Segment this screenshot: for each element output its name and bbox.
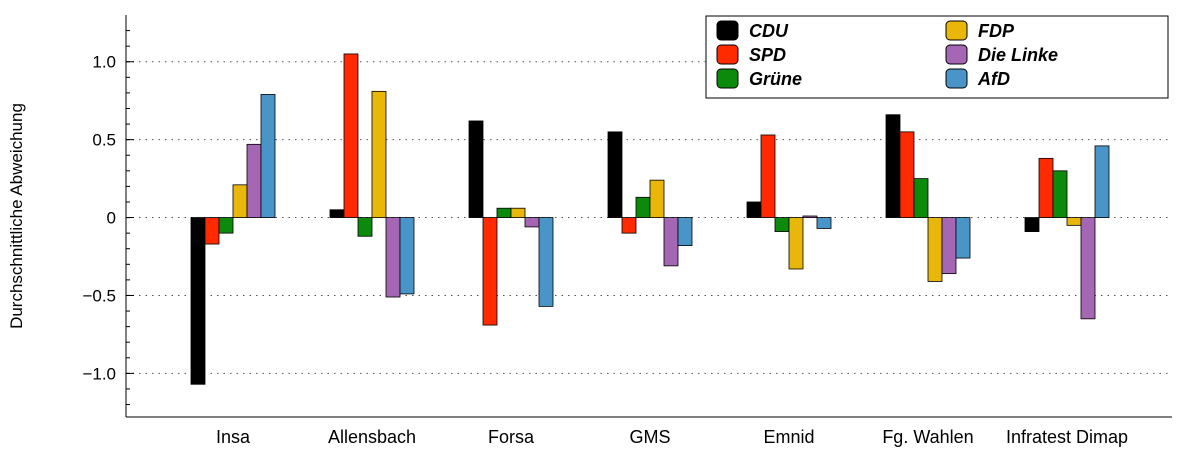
legend-swatch [716,44,739,65]
legend-swatch [716,68,739,89]
legend-swatch [945,68,968,89]
bar-die-linke-forsa [524,217,540,228]
bar-cdu-fg-wahlen [885,114,901,218]
bar-fdp-allensbach [371,90,387,218]
bar-die-linke-gms [663,217,679,267]
bar-cdu-emnid [746,201,762,218]
y-axis-ticks: −1.0 −0.5 0 0.5 1.0 [82,30,134,406]
x-category-label: Forsa [488,427,535,447]
x-category-label: Allensbach [328,427,416,447]
bar-afd-infratest-dimap [1094,145,1110,218]
bar-afd-forsa [538,217,554,307]
legend-swatch [716,20,739,41]
y-tick-label: 0 [107,209,116,228]
bar-fdp-gms [649,179,665,218]
legend-swatch [945,20,968,41]
bar-grüne-emnid [774,217,790,232]
bar-fdp-insa [232,184,248,218]
bar-die-linke-insa [246,143,262,218]
bar-fdp-emnid [788,217,804,270]
legend-label: AfD [977,69,1010,89]
bar-grüne-fg-wahlen [913,178,929,218]
x-axis-labels: Insa Allensbach Forsa GMS Emnid Fg. Wahlen Inf… [216,427,1128,447]
x-category-label: Infratest Dimap [1006,427,1128,447]
legend-label: SPD [749,45,786,65]
legend-label: Die Linke [978,45,1058,65]
y-tick-label: −1.0 [82,364,116,383]
bar-afd-allensbach [399,217,415,295]
bar-afd-emnid [816,217,832,229]
bar-die-linke-allensbach [385,217,401,298]
bar-spd-gms [621,217,637,234]
bar-fdp-fg-wahlen [927,217,943,282]
bar-spd-emnid [760,134,776,218]
bar-spd-infratest-dimap [1038,157,1054,218]
bar-grüne-forsa [496,207,512,218]
bar-afd-gms [677,217,693,247]
bar-cdu-insa [190,217,206,385]
bar-die-linke-infratest-dimap [1080,217,1096,320]
legend-label: Grüne [749,69,802,89]
bar-spd-insa [204,217,220,245]
legend-label: FDP [978,21,1015,41]
legend: CDU SPD Grüne FDP Die Linke AfD [705,15,1169,99]
x-category-label: GMS [629,427,670,447]
bars [190,53,1110,385]
bar-die-linke-fg-wahlen [941,217,957,275]
bar-fdp-forsa [510,207,526,218]
bar-cdu-infratest-dimap [1024,217,1040,232]
bar-cdu-forsa [468,120,484,218]
bar-cdu-allensbach [329,209,345,218]
x-category-label: Insa [216,427,251,447]
y-tick-label: 1.0 [92,53,116,72]
bar-grüne-gms [635,196,651,218]
y-tick-label: −0.5 [82,286,116,305]
bar-spd-allensbach [343,53,359,218]
bar-fdp-infratest-dimap [1066,217,1082,226]
legend-label: CDU [749,21,789,41]
x-category-label: Emnid [763,427,814,447]
bar-grüne-infratest-dimap [1052,170,1068,218]
bar-afd-fg-wahlen [955,217,971,259]
bar-spd-fg-wahlen [899,131,915,218]
bar-grüne-allensbach [357,217,373,237]
bar-cdu-gms [607,131,623,218]
y-tick-label: 0.5 [92,131,116,150]
bar-afd-insa [260,94,276,218]
bar-die-linke-emnid [802,215,818,218]
bar-spd-forsa [482,217,498,326]
x-category-label: Fg. Wahlen [882,427,973,447]
y-axis-label: Durchschnittliche Abweichung [7,103,26,329]
legend-swatch [945,44,968,65]
bar-grüne-insa [218,217,234,234]
legend-box [705,15,1169,99]
